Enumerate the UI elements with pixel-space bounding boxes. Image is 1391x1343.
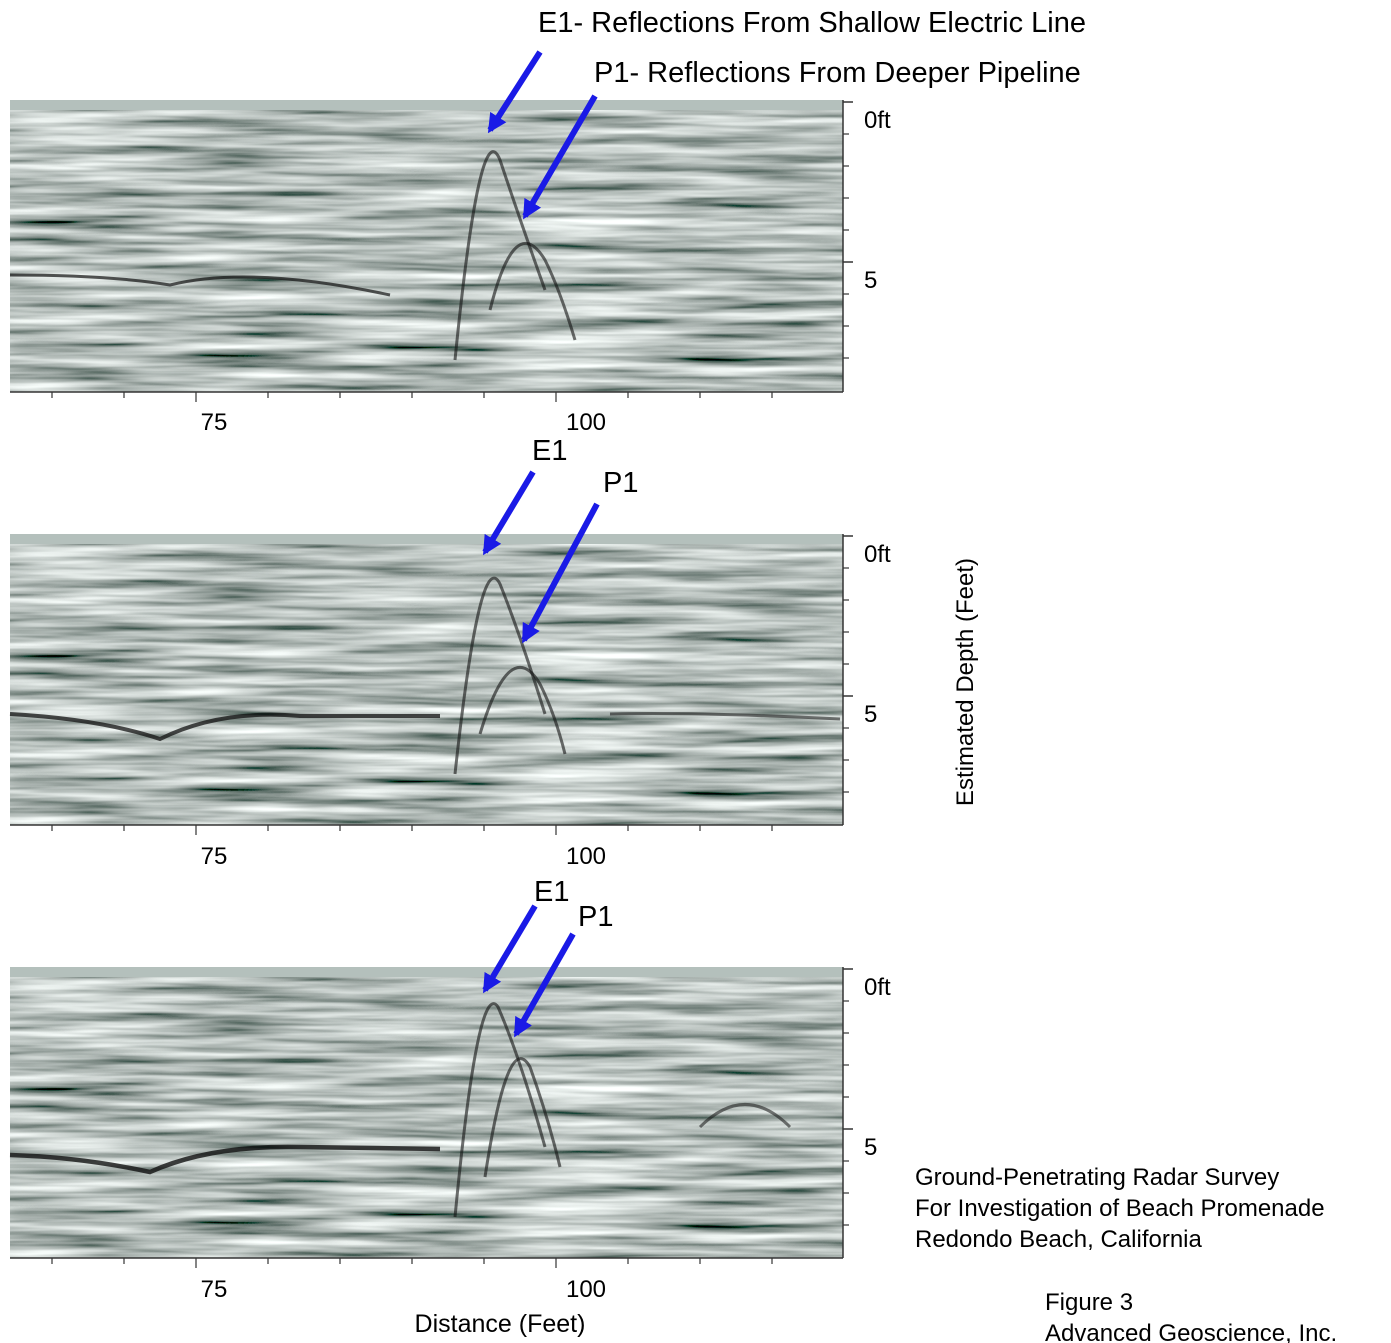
radargram-image bbox=[10, 100, 843, 392]
hyperbola-p1 bbox=[488, 241, 577, 341]
distance-tick-label-75: 75 bbox=[201, 843, 228, 870]
air-band bbox=[10, 534, 843, 544]
p1-arrow bbox=[522, 94, 598, 220]
radargram-panel-2: 0ft 5 75 100 bbox=[9, 534, 891, 870]
caption-line-2: For Investigation of Beach Promenade bbox=[915, 1195, 1325, 1222]
distance-tick-label-75: 75 bbox=[201, 409, 228, 436]
depth-tick-label-5: 5 bbox=[864, 701, 877, 728]
hyperbola-p1 bbox=[478, 665, 567, 755]
depth-tick-label-5: 5 bbox=[864, 1134, 877, 1161]
e1-label: E1 bbox=[534, 876, 569, 908]
hyperbola-right bbox=[698, 1103, 792, 1129]
e1-annotation: E1- Reflections From Shallow Electric Li… bbox=[538, 7, 1086, 39]
distance-ticks bbox=[51, 392, 773, 402]
distance-tick-label-100: 100 bbox=[566, 409, 606, 436]
e1-arrow bbox=[482, 470, 536, 556]
p1-arrow bbox=[513, 932, 576, 1038]
air-band bbox=[10, 967, 843, 977]
distance-tick-label-100: 100 bbox=[566, 843, 606, 870]
radargram-image bbox=[10, 967, 843, 1258]
reflector-horizon bbox=[9, 273, 391, 297]
depth-axis-label: Estimated Depth (Feet) bbox=[952, 558, 979, 806]
p1-arrow bbox=[521, 502, 600, 644]
reflector-horizon bbox=[9, 1144, 441, 1175]
reflector-horizon-right bbox=[609, 712, 841, 721]
reflector-horizon bbox=[9, 712, 440, 742]
hyperbola-p1 bbox=[483, 1057, 562, 1178]
distance-ticks bbox=[51, 1258, 773, 1268]
figure-number: Figure 3 bbox=[1045, 1289, 1133, 1316]
depth-tick-label-0ft: 0ft bbox=[864, 974, 891, 1001]
radargram-image bbox=[10, 534, 843, 825]
p1-label: P1 bbox=[578, 901, 613, 933]
hyperbola-e1 bbox=[453, 576, 547, 775]
company-name: Advanced Geoscience, Inc. bbox=[1045, 1320, 1337, 1343]
depth-tick-label-0ft: 0ft bbox=[864, 541, 891, 568]
caption-line-1: Ground-Penetrating Radar Survey bbox=[915, 1164, 1279, 1191]
caption-line-3: Redondo Beach, California bbox=[915, 1226, 1203, 1253]
e1-label: E1 bbox=[532, 435, 567, 467]
depth-tick-label-5: 5 bbox=[864, 267, 877, 294]
p1-annotation: P1- Reflections From Deeper Pipeline bbox=[594, 57, 1081, 89]
p1-label: P1 bbox=[603, 467, 638, 499]
radargram-panel-1: 0ft 5 75 100 bbox=[9, 100, 891, 436]
hyperbola-e1 bbox=[453, 150, 547, 361]
figure-caption: Ground-Penetrating Radar Survey For Inve… bbox=[915, 1164, 1337, 1343]
depth-tick-label-0ft: 0ft bbox=[864, 107, 891, 134]
hyperbola-e1 bbox=[453, 1002, 547, 1218]
distance-tick-label-100: 100 bbox=[566, 1276, 606, 1303]
air-band bbox=[10, 100, 843, 110]
distance-ticks bbox=[51, 825, 773, 835]
distance-axis-label: Distance (Feet) bbox=[415, 1310, 586, 1338]
e1-arrow bbox=[487, 50, 543, 134]
radargram-panel-3: 0ft 5 75 100 bbox=[9, 967, 891, 1303]
distance-tick-label-75: 75 bbox=[201, 1276, 228, 1303]
e1-arrow bbox=[482, 904, 538, 994]
